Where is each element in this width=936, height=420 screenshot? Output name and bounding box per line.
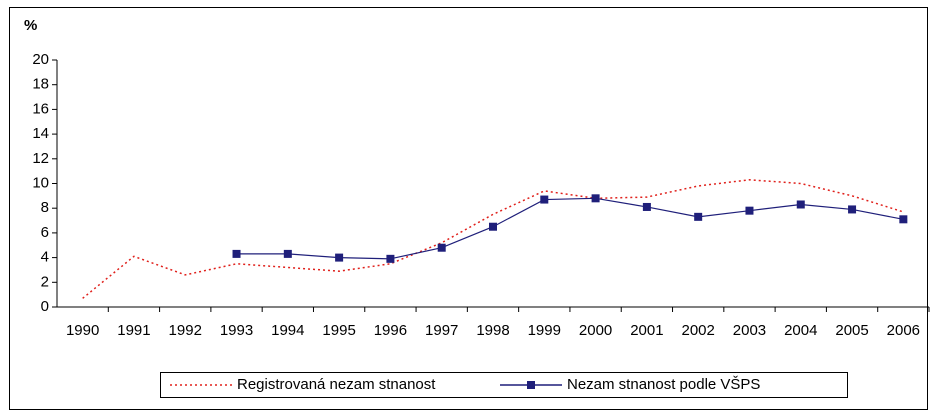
y-tick-label: 2 — [41, 273, 49, 290]
legend-label: Nezam stnanost podle VŠPS — [567, 376, 760, 393]
x-tick-label: 1993 — [220, 322, 253, 339]
x-tick-label: 2006 — [887, 322, 920, 339]
point-marker — [232, 249, 241, 258]
y-tick-label: 4 — [41, 249, 49, 266]
y-tick-label: 18 — [32, 76, 49, 93]
y-tick-label: 12 — [32, 150, 49, 167]
x-tick-label: 2002 — [681, 322, 714, 339]
chart-border — [9, 7, 928, 410]
point-marker — [745, 206, 754, 215]
point-marker — [335, 253, 344, 262]
point-marker — [591, 194, 600, 203]
x-tick-label: 1998 — [476, 322, 509, 339]
y-tick-label: 8 — [41, 199, 49, 216]
point-marker — [437, 243, 446, 252]
y-tick-label: 0 — [41, 298, 49, 315]
y-tick-label: 6 — [41, 224, 49, 241]
y-tick-label: 20 — [32, 51, 49, 68]
y-tick-label: 14 — [32, 125, 49, 142]
point-marker — [642, 202, 651, 211]
point-marker — [694, 212, 703, 221]
x-tick-label: 2005 — [835, 322, 868, 339]
point-marker — [540, 195, 549, 204]
x-tick-label: 1997 — [425, 322, 458, 339]
x-tick-label: 1995 — [322, 322, 355, 339]
point-marker — [848, 205, 857, 214]
point-marker — [899, 215, 908, 224]
legend-marker — [527, 381, 535, 389]
point-marker — [489, 222, 497, 231]
point-marker — [796, 200, 805, 209]
x-tick-label: 2000 — [579, 322, 612, 339]
x-tick-label: 1990 — [66, 322, 99, 339]
x-tick-label: 2004 — [784, 322, 817, 339]
series-line — [236, 197, 904, 260]
y-tick-label: 10 — [32, 174, 49, 191]
x-tick-label: 2003 — [733, 322, 766, 339]
y-tick-label: 16 — [32, 100, 49, 117]
x-tick-label: 1999 — [528, 322, 561, 339]
point-marker — [283, 249, 292, 258]
x-tick-label: 1992 — [169, 322, 202, 339]
x-tick-label: 1991 — [117, 322, 150, 339]
y-axis-label: % — [24, 17, 37, 34]
x-tick-label: 2001 — [630, 322, 663, 339]
point-marker — [386, 254, 395, 263]
legend-label: Registrovaná nezam stnanost — [237, 376, 436, 393]
x-tick-label: 1994 — [271, 322, 304, 339]
series-line — [82, 179, 904, 299]
x-tick-label: 1996 — [374, 322, 407, 339]
